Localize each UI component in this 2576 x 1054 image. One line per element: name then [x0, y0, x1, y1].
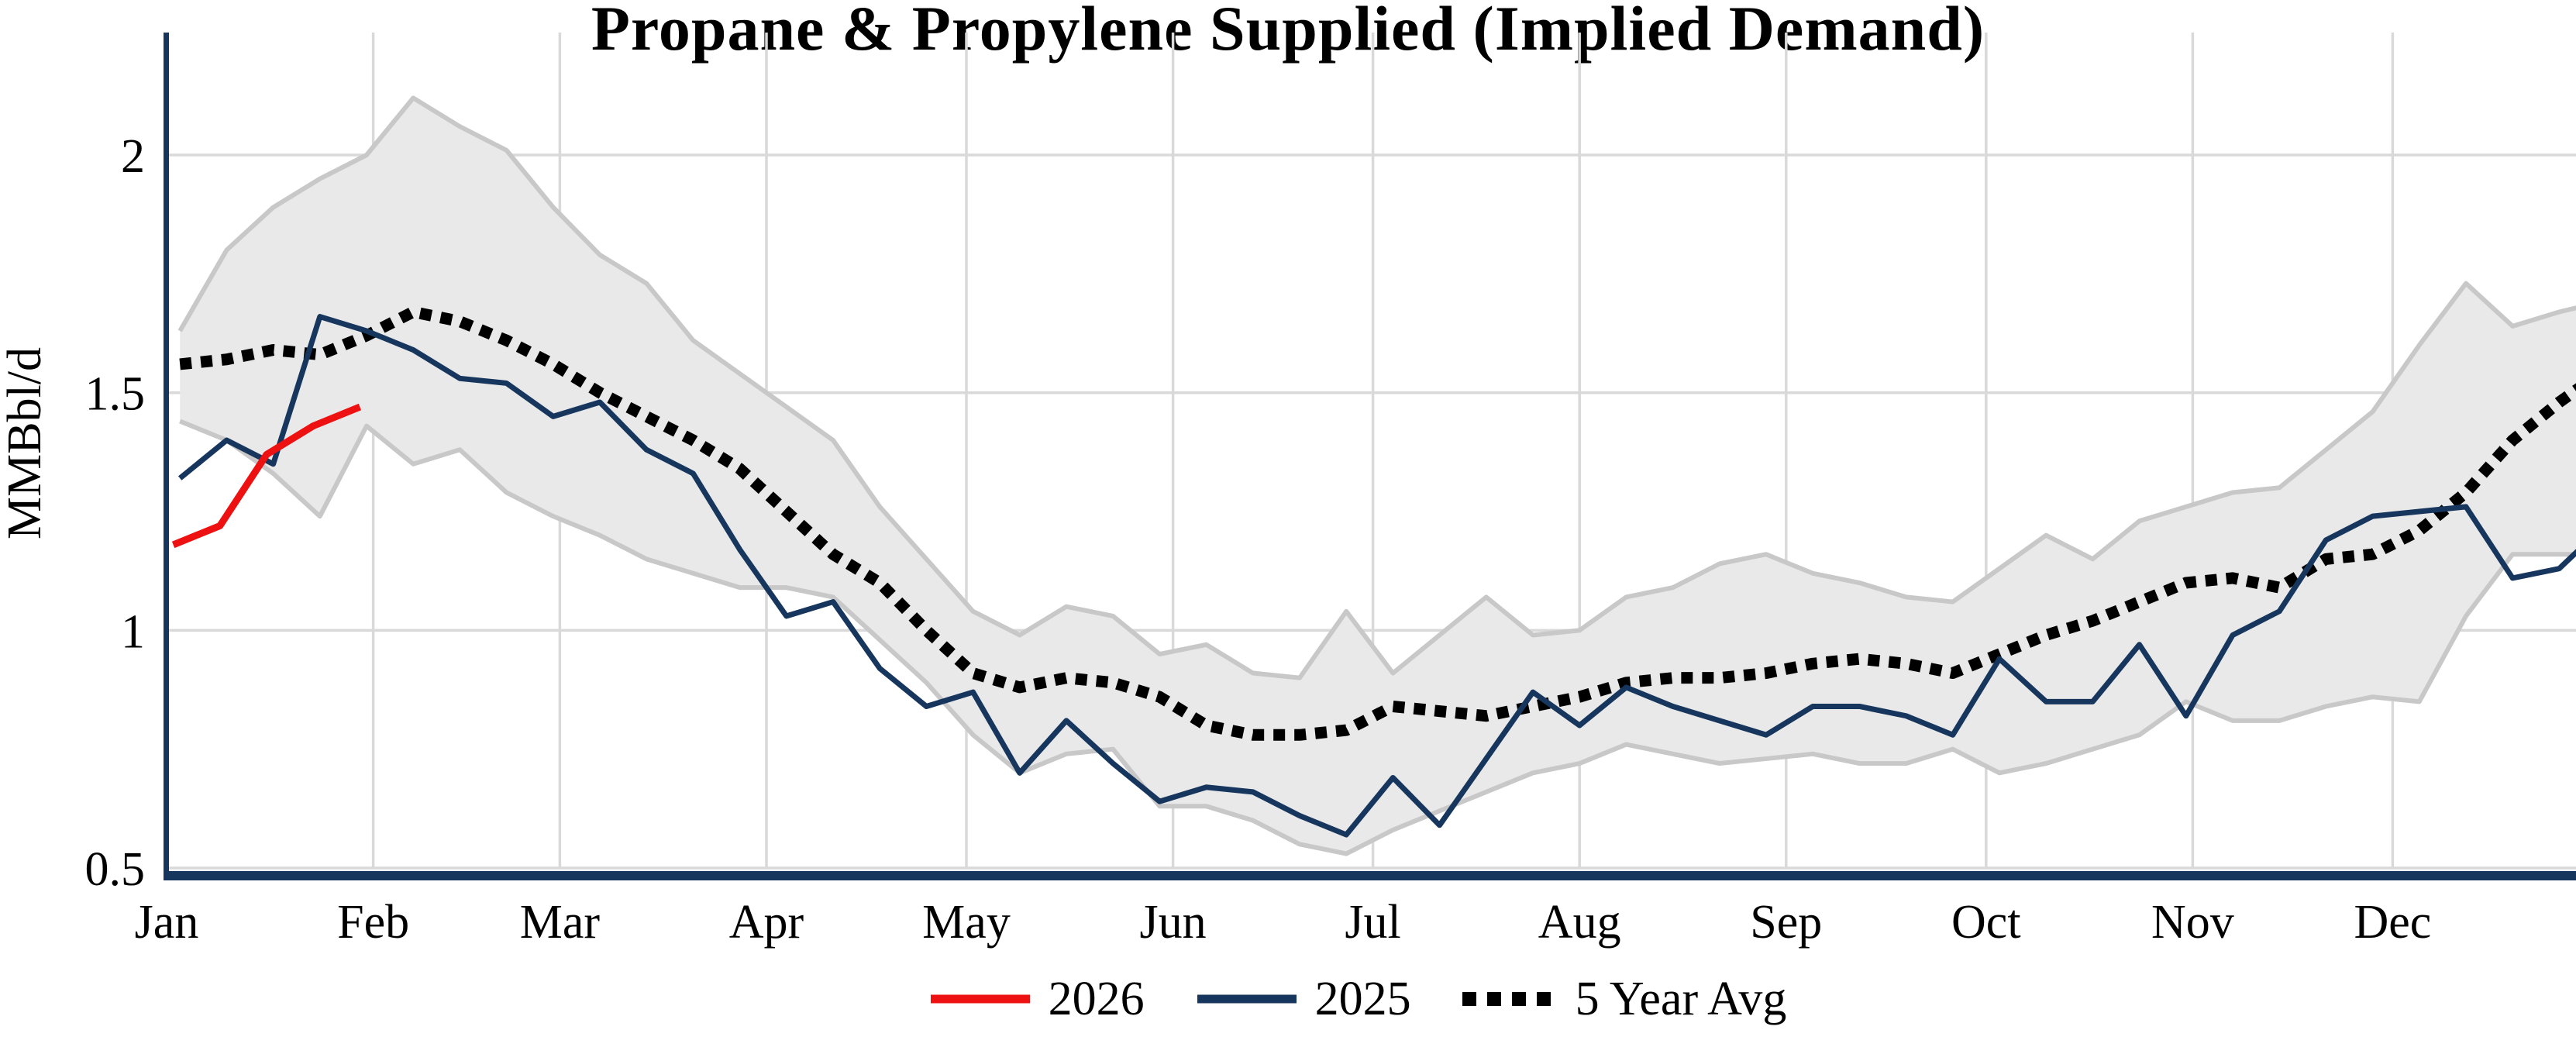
series-line-2025 [177, 314, 2576, 838]
x-tick-label: May [922, 896, 1011, 949]
chart-title: Propane & Propylene Supplied (Implied De… [591, 0, 1985, 64]
band-upper-edge [177, 95, 2576, 680]
band-lower-edge [179, 418, 2576, 856]
x-tick-label: Sep [1750, 896, 1822, 949]
legend-swatch-2025 [1197, 994, 1297, 1004]
y-tick-label: 0.5 [85, 843, 146, 896]
y-axis-spine [164, 33, 169, 880]
x-tick-label: Jun [1140, 896, 1207, 949]
legend-swatch-2026 [930, 994, 1030, 1004]
legend-label-2026: 2026 [1048, 973, 1145, 1025]
x-tick-label: Mar [520, 896, 601, 949]
legend-swatch-5yr-avg [1462, 992, 1558, 1006]
y-tick-label: 1 [121, 605, 145, 658]
x-tick-label: Apr [729, 896, 804, 949]
x-axis-spine [164, 871, 2576, 880]
legend-label-5yr-avg: 5 Year Avg [1575, 973, 1787, 1025]
series-line-2026 [171, 403, 362, 549]
x-tick-label: Jul [1345, 896, 1400, 949]
y-axis-title: MMBbl/d [0, 347, 51, 539]
x-tick-label: Dec [2354, 896, 2431, 949]
x-tick-label: Jan [135, 896, 199, 949]
band-5yr-range [180, 98, 2576, 854]
y-tick-label: 1.5 [85, 368, 146, 421]
x-tick-label: Aug [1538, 896, 1621, 949]
x-tick-label: Oct [1951, 896, 2021, 949]
x-tick-label: Nov [2151, 896, 2234, 949]
y-tick-label: 2 [121, 130, 145, 183]
x-tick-label: Feb [337, 896, 409, 949]
legend-label-2025: 2025 [1314, 973, 1411, 1025]
legend: 2026 2025 5 Year Avg [0, 975, 2576, 1023]
